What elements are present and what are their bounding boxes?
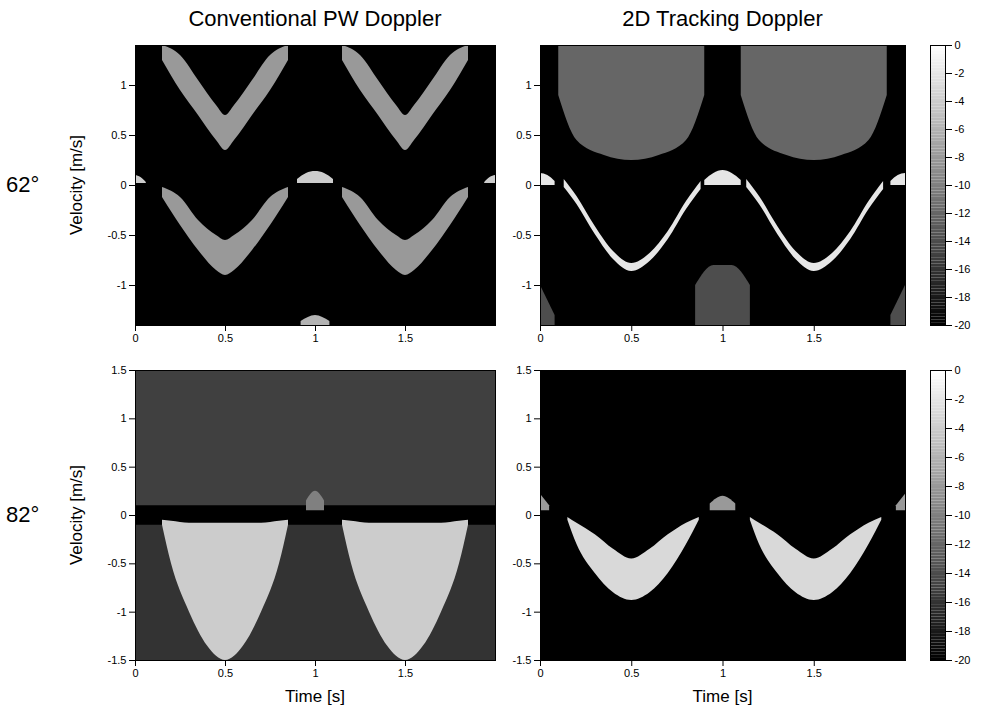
svg-text:0.5: 0.5 bbox=[218, 667, 233, 679]
svg-text:0: 0 bbox=[525, 509, 531, 521]
html-text:Time [s]: Time [s] bbox=[692, 687, 753, 706]
svg-text:-20: -20 bbox=[955, 319, 971, 331]
svg-text:1: 1 bbox=[120, 412, 126, 424]
svg-text:0: 0 bbox=[525, 179, 531, 191]
svg-text:-2: -2 bbox=[955, 393, 965, 405]
svg-text:-1.5: -1.5 bbox=[108, 654, 127, 666]
svg-text:0.5: 0.5 bbox=[516, 129, 531, 141]
svg-text:-1: -1 bbox=[117, 606, 127, 618]
svg-text:0.5: 0.5 bbox=[624, 332, 639, 344]
html-text:Conventional PW Doppler: Conventional PW Doppler bbox=[188, 6, 442, 31]
svg-text:1: 1 bbox=[312, 667, 318, 679]
svg-text:-20: -20 bbox=[955, 654, 971, 666]
svg-text:-8: -8 bbox=[955, 480, 965, 492]
svg-text:-1: -1 bbox=[117, 279, 127, 291]
svg-text:0: 0 bbox=[132, 667, 138, 679]
html-text:Velocity [m/s]: Velocity [m/s] bbox=[67, 134, 86, 236]
svg-text:-4: -4 bbox=[955, 95, 965, 107]
svg-text:-8: -8 bbox=[955, 151, 965, 163]
svg-text:-16: -16 bbox=[955, 596, 971, 608]
svg-text:0: 0 bbox=[132, 332, 138, 344]
svg-text:-6: -6 bbox=[955, 123, 965, 135]
svg-text:0: 0 bbox=[537, 332, 543, 344]
svg-text:-14: -14 bbox=[955, 235, 971, 247]
svg-text:-16: -16 bbox=[955, 263, 971, 275]
svg-text:1: 1 bbox=[525, 79, 531, 91]
svg-text:-18: -18 bbox=[955, 291, 971, 303]
svg-text:-0.5: -0.5 bbox=[108, 557, 127, 569]
svg-text:1.5: 1.5 bbox=[807, 332, 822, 344]
svg-text:-1: -1 bbox=[522, 279, 532, 291]
svg-text:-4: -4 bbox=[955, 422, 965, 434]
svg-text:-1: -1 bbox=[522, 606, 532, 618]
svg-text:0: 0 bbox=[537, 667, 543, 679]
html-text:Time [s]: Time [s] bbox=[285, 687, 345, 706]
svg-text:1: 1 bbox=[312, 332, 318, 344]
svg-text:-1.5: -1.5 bbox=[513, 654, 532, 666]
svg-text:1.5: 1.5 bbox=[398, 667, 413, 679]
svg-text:1.5: 1.5 bbox=[516, 364, 531, 376]
html-text:2D Tracking Doppler: 2D Tracking Doppler bbox=[622, 6, 823, 31]
html-text:82°: 82° bbox=[6, 502, 40, 527]
svg-text:1: 1 bbox=[720, 667, 726, 679]
html-text:62°: 62° bbox=[6, 172, 40, 197]
svg-text:1: 1 bbox=[120, 79, 126, 91]
svg-text:1: 1 bbox=[720, 332, 726, 344]
svg-text:0.5: 0.5 bbox=[218, 332, 233, 344]
svg-text:0.5: 0.5 bbox=[624, 667, 639, 679]
svg-text:0: 0 bbox=[955, 364, 961, 376]
svg-text:-0.5: -0.5 bbox=[513, 229, 532, 241]
svg-text:1.5: 1.5 bbox=[398, 332, 413, 344]
svg-text:-0.5: -0.5 bbox=[513, 557, 532, 569]
svg-text:0.5: 0.5 bbox=[111, 461, 126, 473]
svg-text:-18: -18 bbox=[955, 625, 971, 637]
svg-text:-12: -12 bbox=[955, 538, 971, 550]
svg-text:1.5: 1.5 bbox=[807, 667, 822, 679]
svg-text:0: 0 bbox=[955, 40, 961, 51]
svg-text:-12: -12 bbox=[955, 207, 971, 219]
svg-text:0.5: 0.5 bbox=[516, 461, 531, 473]
svg-text:1.5: 1.5 bbox=[111, 364, 126, 376]
svg-text:0: 0 bbox=[120, 509, 126, 521]
svg-text:-0.5: -0.5 bbox=[108, 229, 127, 241]
svg-text:1: 1 bbox=[525, 412, 531, 424]
svg-text:0.5: 0.5 bbox=[111, 129, 126, 141]
svg-text:-6: -6 bbox=[955, 451, 965, 463]
html-text:Velocity [m/s]: Velocity [m/s] bbox=[67, 464, 86, 566]
svg-text:-14: -14 bbox=[955, 567, 971, 579]
svg-text:-10: -10 bbox=[955, 509, 971, 521]
svg-text:0: 0 bbox=[120, 179, 126, 191]
svg-text:-10: -10 bbox=[955, 179, 971, 191]
svg-text:-2: -2 bbox=[955, 67, 965, 79]
